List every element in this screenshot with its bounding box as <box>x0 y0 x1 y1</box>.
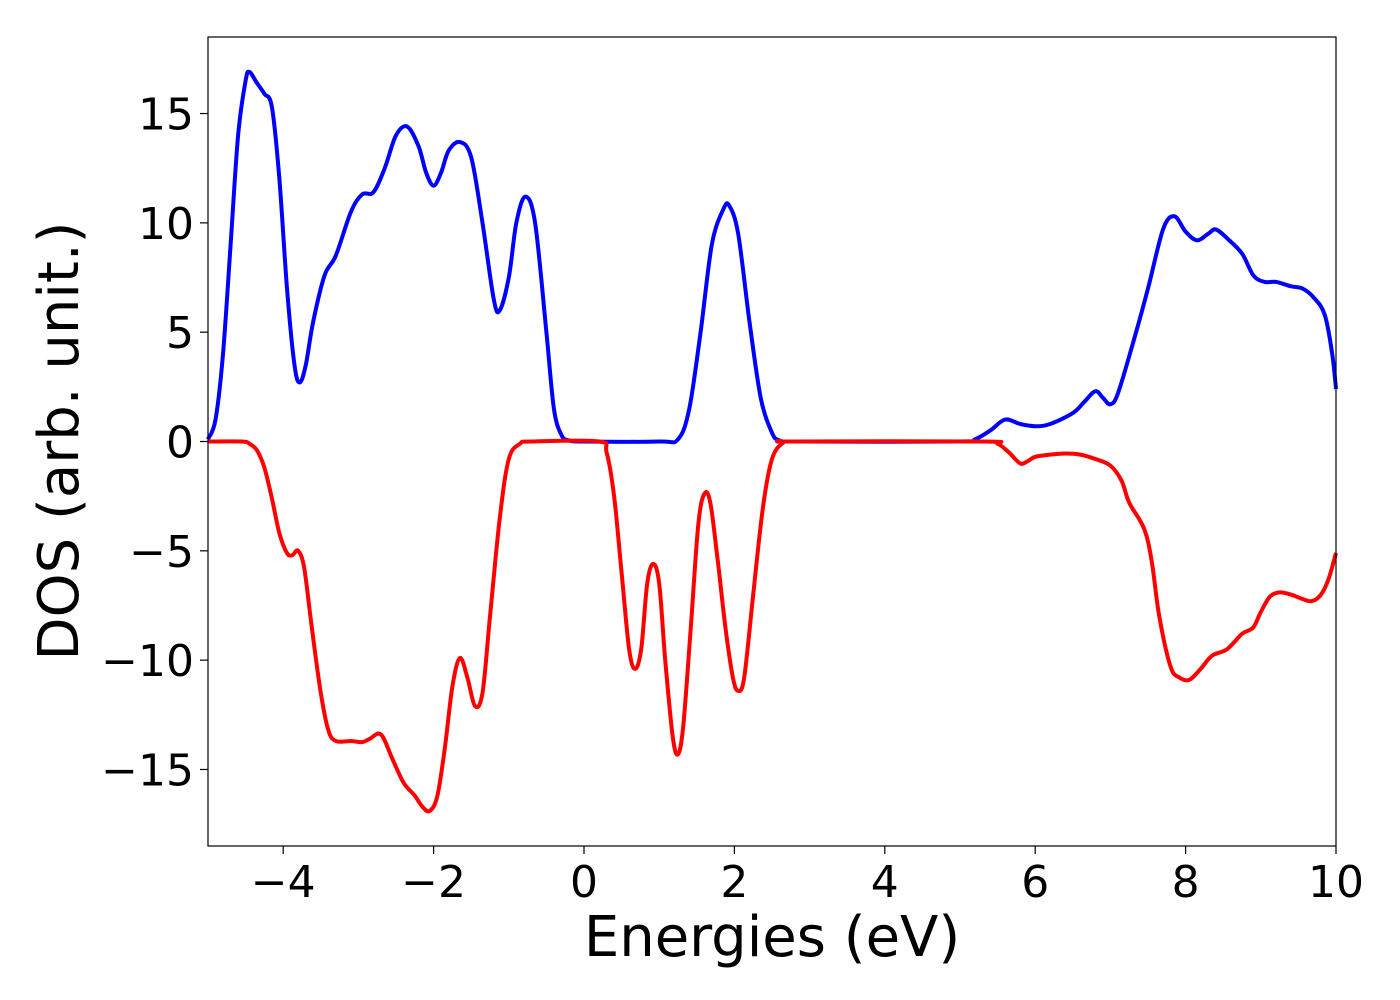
series-line-1 <box>206 69 1338 445</box>
x-axis-ticks: −4 −2 0 2 4 6 8 10 <box>251 846 1364 908</box>
x-tick-label: 2 <box>720 857 748 908</box>
y-tick-label: 5 <box>166 308 194 359</box>
y-axis-title: DOS (arb. unit.) <box>27 221 92 660</box>
y-tick-label: −15 <box>101 745 194 796</box>
x-tick-label: 4 <box>871 857 899 908</box>
x-tick-label: −2 <box>401 857 466 908</box>
y-tick-label: 0 <box>166 418 194 469</box>
x-tick-label: −4 <box>251 857 316 908</box>
plot-frame <box>207 36 1337 847</box>
series-layer <box>206 69 1338 814</box>
y-tick-label: 10 <box>138 199 194 250</box>
series-line-2 <box>207 438 1338 814</box>
x-tick-label: 0 <box>570 857 598 908</box>
y-axis-ticks: −15 −10 −5 0 5 10 15 <box>101 90 208 796</box>
x-tick-label: 10 <box>1308 857 1364 908</box>
x-tick-label: 8 <box>1172 857 1200 908</box>
y-tick-label: −10 <box>101 636 194 687</box>
x-tick-label: 6 <box>1021 857 1049 908</box>
x-axis-title: Energies (eV) <box>584 905 960 970</box>
y-tick-label: −5 <box>129 527 194 578</box>
y-tick-label: 15 <box>138 90 194 141</box>
